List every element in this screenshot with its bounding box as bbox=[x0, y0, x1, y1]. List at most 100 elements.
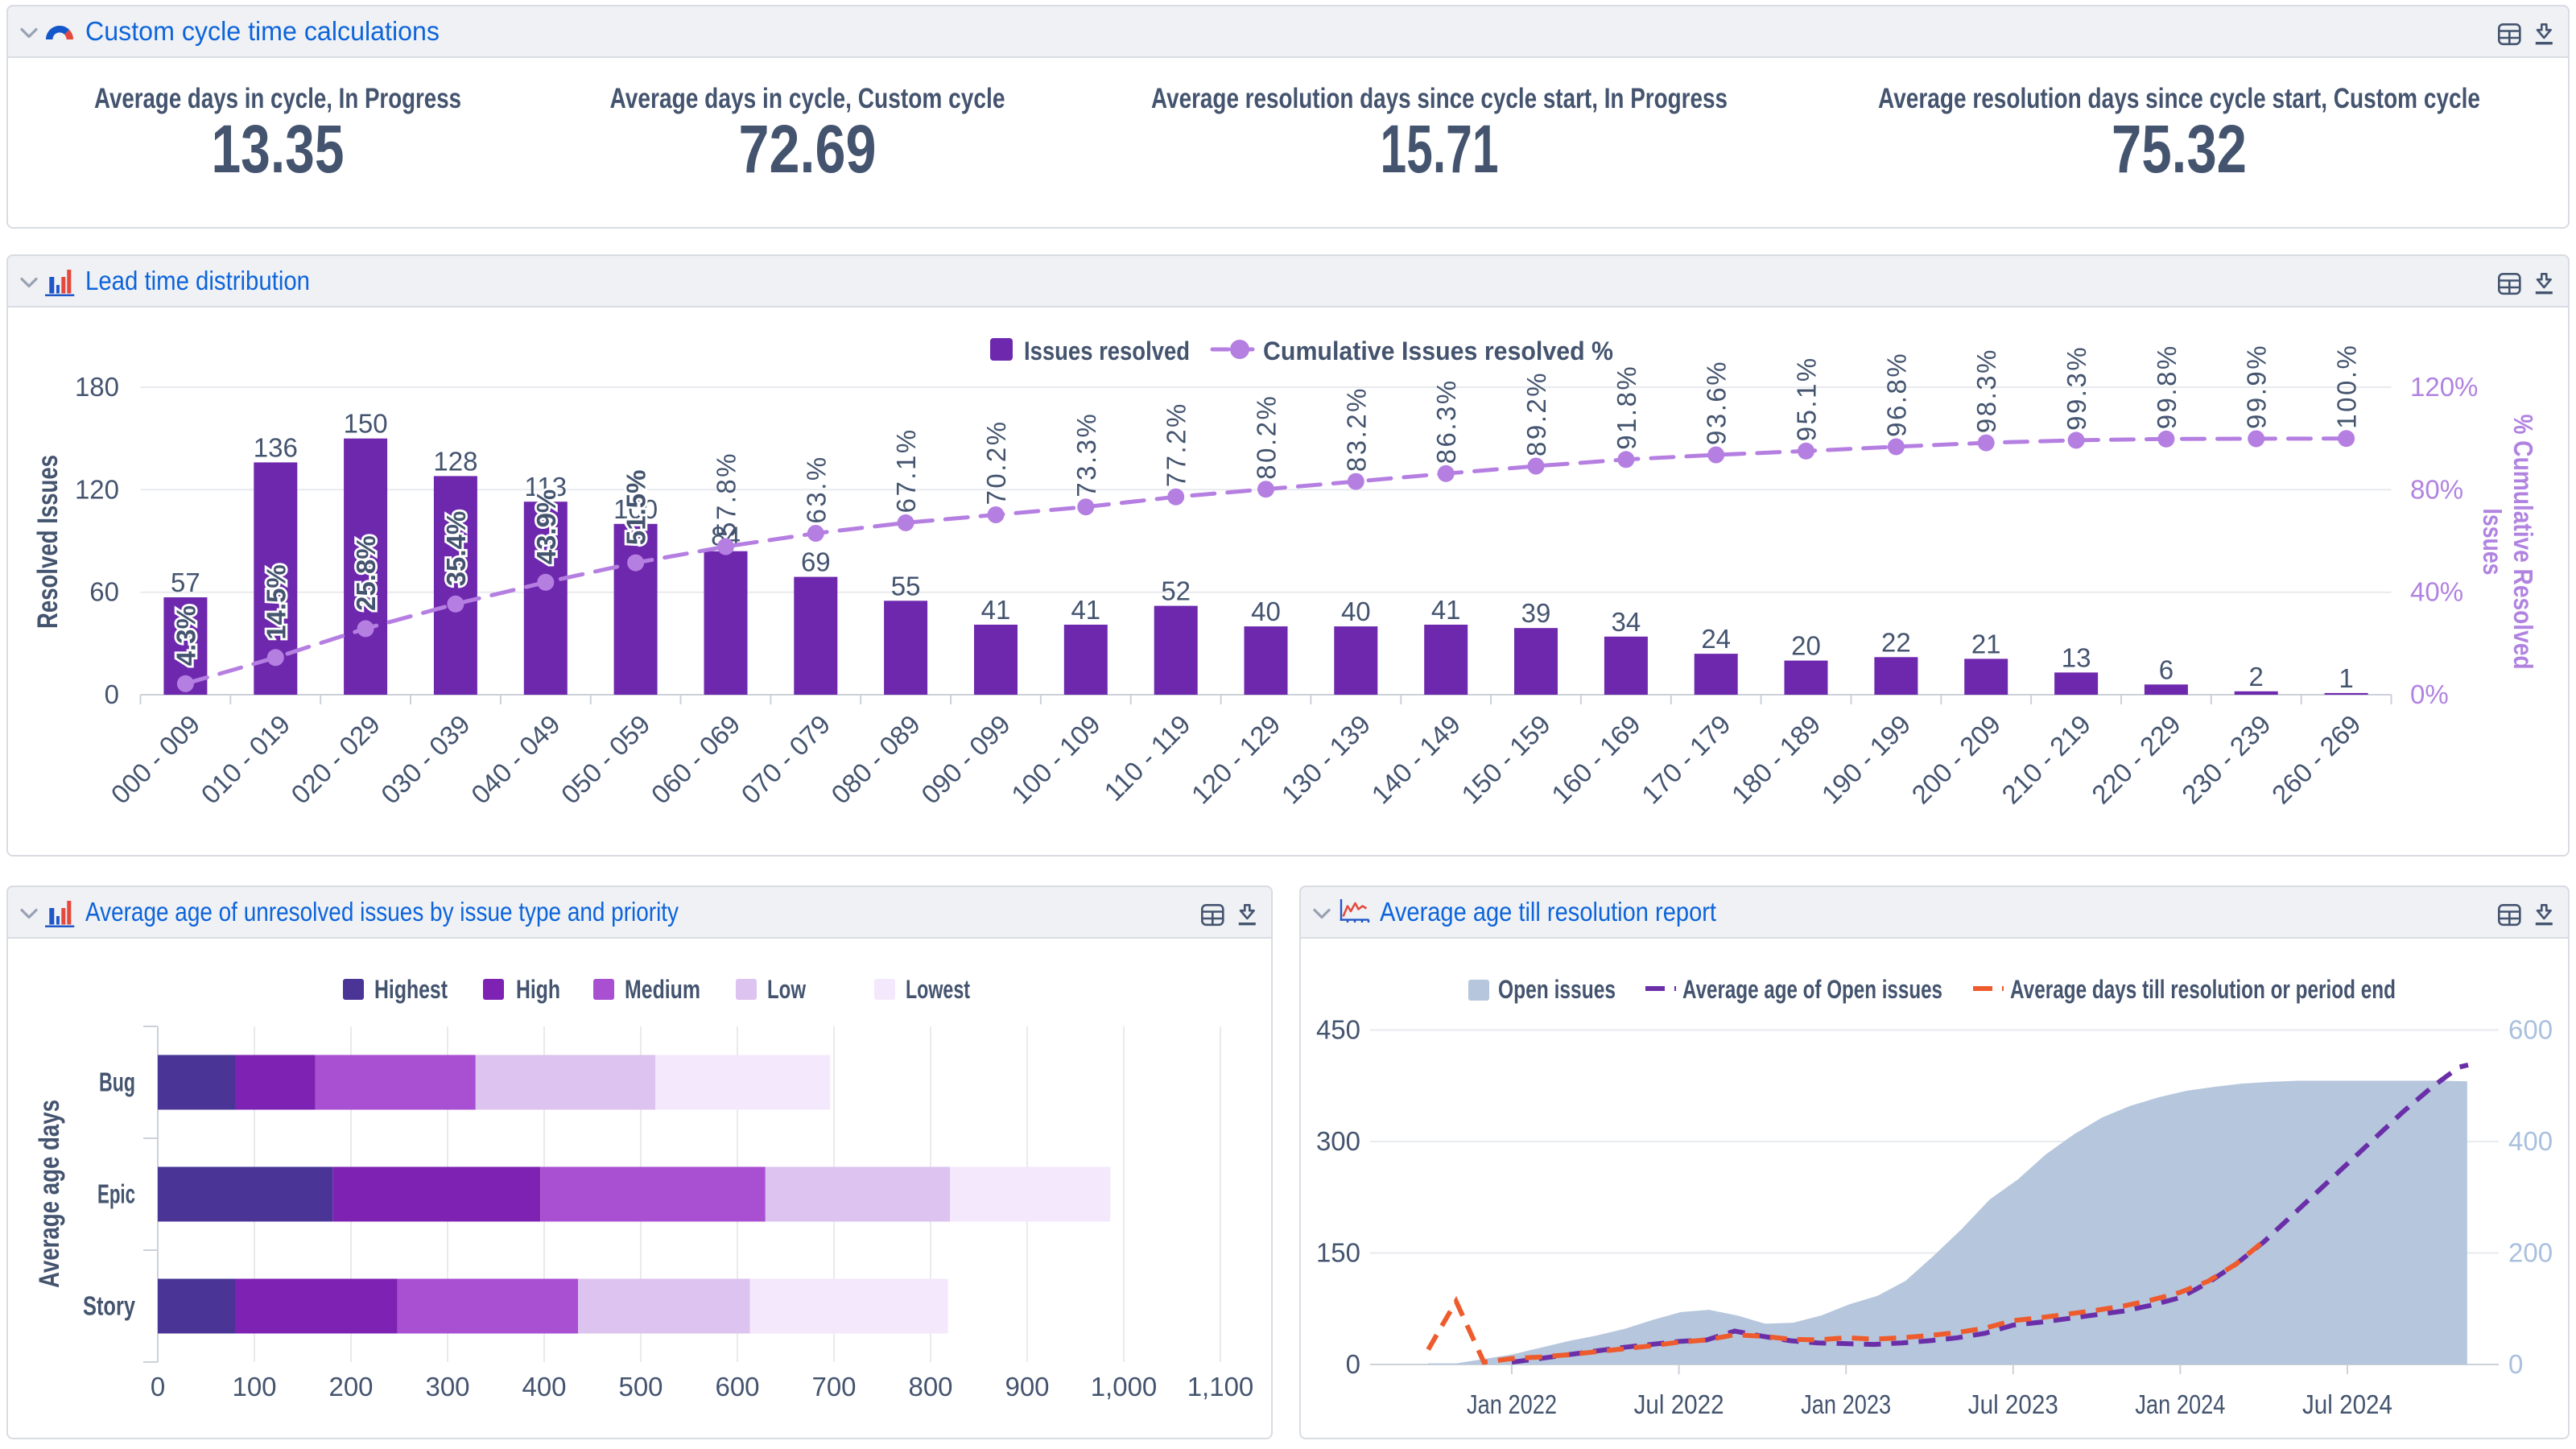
svg-text:21: 21 bbox=[1971, 629, 2001, 658]
svg-text:41: 41 bbox=[1431, 595, 1461, 625]
svg-text:Jan 2022: Jan 2022 bbox=[1467, 1389, 1557, 1419]
svg-text:120 - 129: 120 - 129 bbox=[1186, 709, 1286, 810]
svg-text:100: 100 bbox=[232, 1372, 276, 1402]
svg-text:120: 120 bbox=[75, 474, 119, 504]
svg-text:Cumulative Issues resolved %: Cumulative Issues resolved % bbox=[1263, 336, 1613, 365]
svg-text:050 - 059: 050 - 059 bbox=[555, 709, 656, 810]
svg-text:63.%: 63.% bbox=[801, 455, 831, 523]
svg-text:170 - 179: 170 - 179 bbox=[1636, 709, 1736, 810]
svg-text:800: 800 bbox=[908, 1372, 952, 1402]
svg-text:67.1%: 67.1% bbox=[891, 427, 921, 513]
svg-text:89.2%: 89.2% bbox=[1521, 371, 1551, 456]
svg-text:40%: 40% bbox=[2410, 577, 2463, 607]
svg-text:150: 150 bbox=[344, 409, 388, 439]
svg-text:1,100: 1,100 bbox=[1187, 1372, 1254, 1402]
svg-text:96.8%: 96.8% bbox=[1881, 352, 1911, 437]
svg-text:060 - 069: 060 - 069 bbox=[646, 709, 746, 810]
svg-text:4.3%: 4.3% bbox=[171, 605, 200, 666]
svg-text:0: 0 bbox=[2508, 1349, 2523, 1379]
svg-text:91.8%: 91.8% bbox=[1612, 365, 1641, 450]
svg-text:Epic: Epic bbox=[97, 1179, 135, 1209]
svg-text:180: 180 bbox=[75, 372, 119, 402]
svg-text:75.32: 75.32 bbox=[2112, 111, 2247, 187]
svg-text:Jul 2023: Jul 2023 bbox=[1968, 1389, 2058, 1419]
svg-text:% Cumulative Resolved: % Cumulative Resolved bbox=[2508, 415, 2538, 670]
svg-text:Average age days: Average age days bbox=[34, 1100, 65, 1288]
svg-text:72.69: 72.69 bbox=[739, 111, 877, 187]
svg-text:200: 200 bbox=[2508, 1238, 2553, 1268]
svg-text:Highest: Highest bbox=[374, 975, 448, 1004]
svg-text:090 - 099: 090 - 099 bbox=[915, 709, 1016, 810]
svg-text:210 - 219: 210 - 219 bbox=[1996, 709, 2096, 810]
svg-text:13.35: 13.35 bbox=[212, 111, 345, 187]
svg-text:77.2%: 77.2% bbox=[1162, 402, 1191, 487]
svg-text:40: 40 bbox=[1251, 597, 1281, 626]
svg-text:0%: 0% bbox=[2410, 679, 2449, 709]
svg-text:Jan 2024: Jan 2024 bbox=[2135, 1389, 2225, 1419]
svg-text:400: 400 bbox=[2508, 1126, 2553, 1156]
svg-text:Custom cycle time calculations: Custom cycle time calculations bbox=[85, 16, 440, 46]
svg-text:99.9%: 99.9% bbox=[2242, 344, 2272, 429]
svg-text:95.1%: 95.1% bbox=[1792, 356, 1822, 441]
svg-text:150 - 159: 150 - 159 bbox=[1455, 709, 1556, 810]
svg-text:43.9%: 43.9% bbox=[531, 489, 561, 565]
svg-text:Bug: Bug bbox=[99, 1067, 135, 1097]
svg-text:80.2%: 80.2% bbox=[1252, 394, 1282, 480]
svg-text:230 - 239: 230 - 239 bbox=[2176, 709, 2277, 810]
svg-text:Average resolution days since: Average resolution days since cycle star… bbox=[1151, 83, 1728, 114]
svg-text:Average resolution days since: Average resolution days since cycle star… bbox=[1878, 83, 2480, 114]
svg-text:100: 100 bbox=[613, 494, 658, 524]
svg-text:0: 0 bbox=[1346, 1349, 1360, 1379]
svg-text:110 - 119: 110 - 119 bbox=[1098, 709, 1195, 807]
svg-text:Jul 2022: Jul 2022 bbox=[1634, 1389, 1724, 1419]
svg-text:14.5%: 14.5% bbox=[261, 564, 291, 640]
svg-text:Average age of Open issues: Average age of Open issues bbox=[1682, 975, 1942, 1004]
svg-text:190 - 199: 190 - 199 bbox=[1816, 709, 1917, 810]
svg-text:98.3%: 98.3% bbox=[1971, 348, 2001, 433]
svg-text:52: 52 bbox=[1161, 576, 1191, 606]
svg-text:160 - 169: 160 - 169 bbox=[1546, 709, 1646, 810]
svg-text:Medium: Medium bbox=[625, 975, 700, 1004]
svg-text:20: 20 bbox=[1791, 631, 1821, 661]
svg-text:Average days in cycle, Custom: Average days in cycle, Custom cycle bbox=[610, 83, 1005, 114]
svg-text:400: 400 bbox=[522, 1372, 566, 1402]
svg-text:Issues resolved: Issues resolved bbox=[1024, 336, 1190, 365]
svg-text:69: 69 bbox=[801, 547, 831, 577]
svg-text:040 - 049: 040 - 049 bbox=[465, 709, 566, 810]
svg-text:Story: Story bbox=[83, 1291, 135, 1321]
svg-text:Jan 2023: Jan 2023 bbox=[1801, 1389, 1891, 1419]
svg-text:1,000: 1,000 bbox=[1091, 1372, 1158, 1402]
svg-text:113: 113 bbox=[524, 472, 567, 502]
svg-text:Average age of unresolved issu: Average age of unresolved issues by issu… bbox=[85, 897, 679, 927]
svg-text:41: 41 bbox=[1071, 595, 1100, 625]
svg-text:1: 1 bbox=[2339, 663, 2353, 693]
svg-text:600: 600 bbox=[2508, 1015, 2553, 1045]
svg-text:34: 34 bbox=[1612, 607, 1641, 637]
svg-text:450: 450 bbox=[1316, 1015, 1360, 1045]
svg-text:010 - 019: 010 - 019 bbox=[195, 709, 295, 810]
svg-text:100 - 109: 100 - 109 bbox=[1005, 709, 1106, 810]
svg-text:100.%: 100.% bbox=[2332, 344, 2362, 429]
svg-text:57.8%: 57.8% bbox=[712, 452, 741, 537]
svg-text:300: 300 bbox=[425, 1372, 469, 1402]
svg-text:Issues: Issues bbox=[2478, 509, 2508, 576]
svg-text:15.71: 15.71 bbox=[1381, 111, 1499, 187]
svg-text:200: 200 bbox=[328, 1372, 373, 1402]
svg-text:70.2%: 70.2% bbox=[981, 419, 1011, 505]
svg-text:128: 128 bbox=[433, 446, 477, 476]
svg-text:Jul 2024: Jul 2024 bbox=[2302, 1389, 2392, 1419]
svg-text:Average days in cycle, In Prog: Average days in cycle, In Progress bbox=[94, 83, 461, 114]
svg-text:93.6%: 93.6% bbox=[1702, 360, 1732, 445]
svg-text:51.5%: 51.5% bbox=[621, 470, 651, 546]
svg-text:260 - 269: 260 - 269 bbox=[2266, 709, 2367, 810]
svg-text:13: 13 bbox=[2062, 642, 2091, 672]
svg-text:High: High bbox=[516, 975, 560, 1004]
svg-text:0: 0 bbox=[151, 1372, 165, 1402]
svg-text:600: 600 bbox=[715, 1372, 759, 1402]
svg-text:080 - 089: 080 - 089 bbox=[825, 709, 926, 810]
svg-text:25.8%: 25.8% bbox=[351, 535, 381, 611]
svg-text:Resolved Issues: Resolved Issues bbox=[32, 455, 64, 629]
svg-text:0: 0 bbox=[105, 679, 119, 709]
svg-text:Average days till resolution o: Average days till resolution or period e… bbox=[2010, 975, 2396, 1004]
svg-text:Lead time distribution: Lead time distribution bbox=[85, 266, 310, 295]
